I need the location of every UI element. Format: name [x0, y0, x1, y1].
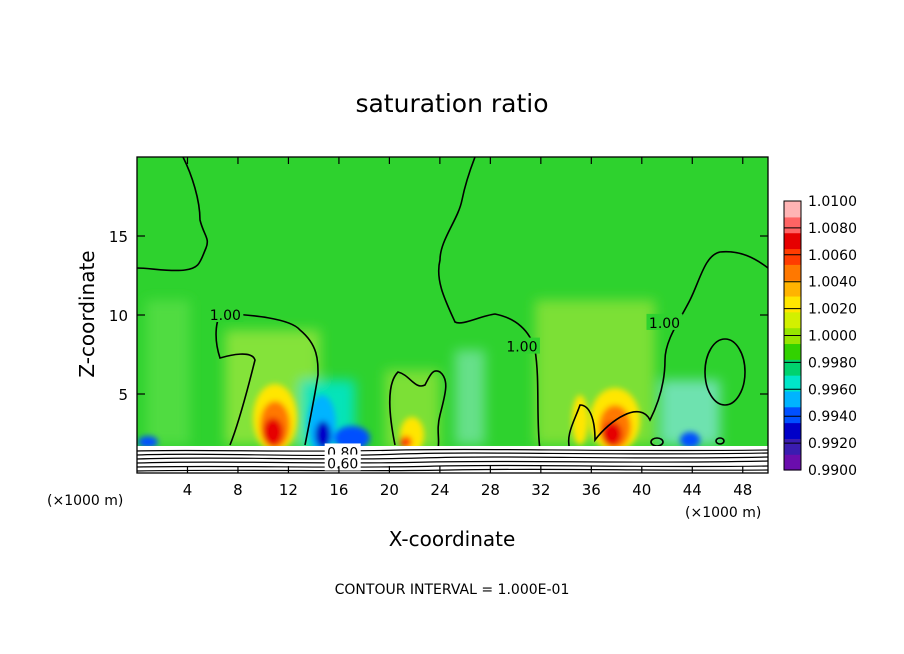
contour-1-00-eye: [704, 338, 746, 406]
colorbar-label: 1.0080: [808, 221, 857, 237]
colorbar-swatch: [784, 264, 801, 281]
colorbar-swatch: [784, 390, 801, 408]
x-tick-label: 20: [380, 481, 399, 499]
x-tick-label: 12: [279, 481, 298, 499]
contour-label: 0.60: [327, 457, 358, 473]
colorbar-swatch: [784, 375, 801, 392]
colorbar-swatch: [784, 438, 801, 455]
colorbar-label: 0.9900: [808, 463, 857, 479]
contour-labels: 1.001.001.000.800.60: [207, 306, 683, 473]
contour-label-bg: [324, 454, 361, 471]
y-tick-label: 5: [118, 386, 128, 404]
y-tick-label: 15: [109, 228, 128, 246]
x-axis-unit-left: (×1000 m): [47, 493, 123, 509]
x-tick-label: 4: [183, 481, 193, 499]
surface-contour: [137, 468, 768, 472]
colorbar-swatch: [784, 248, 801, 265]
field-anomalies: [138, 384, 700, 455]
colorbar-label: 1.0100: [808, 194, 857, 210]
x-axis-unit-right: (×1000 m): [685, 505, 761, 521]
colorbar-label: 1.0060: [808, 248, 857, 264]
colorbar-label: 0.9940: [808, 409, 857, 425]
colorbar-swatch: [784, 295, 801, 313]
colorbar-swatch: [784, 311, 801, 329]
colorbar-label: 0.9920: [808, 436, 857, 452]
x-tick-label: 32: [531, 481, 550, 499]
colorbar-swatch: [784, 216, 801, 234]
x-tick-label: 8: [233, 481, 243, 499]
surface-contour: [137, 452, 768, 457]
contour-1-00-right-cell: [567, 250, 768, 451]
contour-label: 1.00: [506, 340, 537, 356]
colorbar-swatch: [784, 422, 801, 439]
contour-label-bg: [503, 337, 540, 354]
colorbar: 1.0100 1.0080 1.0060 1.0040 1.0020 1.0000 0.99…: [783, 194, 857, 479]
colorbar-label: 0.9960: [808, 382, 857, 398]
colorbar-swatch: [784, 359, 801, 376]
colorbar-swatch: [784, 280, 801, 297]
contour-interval-note: CONTOUR INTERVAL = 1.000E-01: [335, 582, 570, 598]
contour-label-bg: [207, 306, 244, 322]
surface-band: [137, 446, 768, 473]
x-tick-label: 24: [430, 481, 449, 499]
contour-label: 1.00: [210, 308, 241, 324]
x-tick-label: 48: [733, 481, 752, 499]
colorbar-label: 1.0040: [808, 275, 857, 291]
colorbar-label: 1.0000: [808, 329, 857, 345]
surface-contour: [137, 460, 768, 464]
x-axis-ticks: 4 8 12 16 20 24 28 32 36 40 44 48: [183, 157, 752, 499]
chart-title: saturation ratio: [355, 89, 548, 118]
surface-contour: [137, 448, 768, 452]
colorbar-swatch: [784, 454, 801, 471]
contour-1-00-tiny: [715, 437, 725, 445]
x-axis-label: X-coordinate: [389, 527, 516, 551]
colorbar-swatch: [784, 232, 801, 250]
x-tick-label: 44: [683, 481, 702, 499]
contour-1-00-central: [437, 157, 541, 451]
contour-label-bg: [646, 313, 683, 330]
colorbar-label: 0.9980: [808, 355, 857, 371]
y-axis-ticks: 5 10 15: [109, 228, 768, 404]
x-tick-label: 28: [481, 481, 500, 499]
x-tick-label: 40: [632, 481, 651, 499]
colorbar-swatch: [784, 406, 801, 424]
contour-1-00-rim: [388, 370, 447, 449]
y-tick-label: 10: [109, 307, 128, 325]
colorbar-label: 1.0020: [808, 302, 857, 318]
colorbar-swatch: [784, 343, 801, 360]
contour-label: 1.00: [649, 316, 680, 332]
surface-contour: [137, 456, 768, 460]
contour-1-00-upper-left: [137, 157, 209, 272]
surface-contour: [137, 464, 768, 468]
x-tick-label: 16: [329, 481, 348, 499]
contour-lines: [137, 157, 768, 451]
x-tick-label: 36: [582, 481, 601, 499]
colorbar-swatch: [784, 201, 801, 218]
y-axis-label: Z-coordinate: [75, 250, 99, 377]
